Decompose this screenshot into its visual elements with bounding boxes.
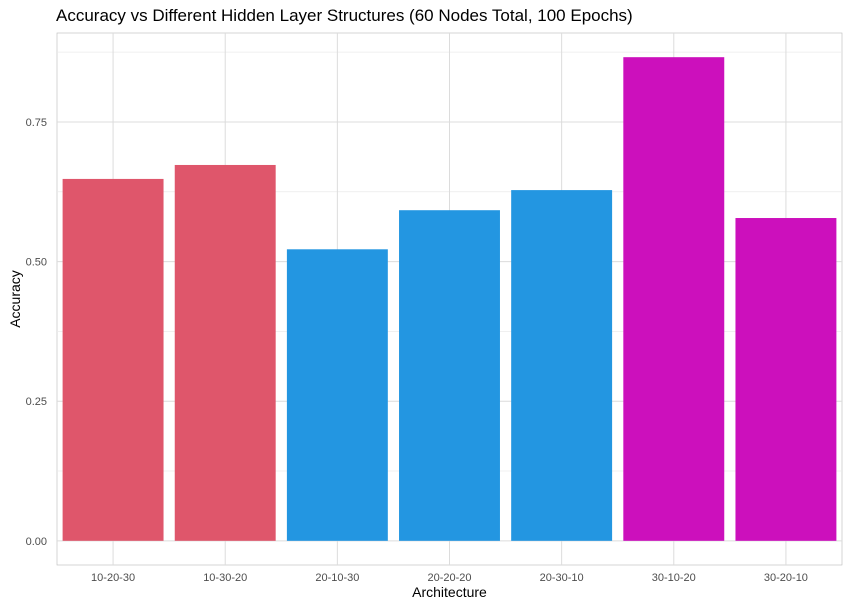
x-tick-label: 10-20-30 — [91, 572, 135, 584]
y-tick-label: 0.25 — [26, 396, 47, 408]
x-tick-label: 20-20-20 — [427, 572, 471, 584]
y-tick-label: 0.50 — [26, 257, 47, 269]
bar-20-30-10 — [511, 190, 613, 541]
bar-10-30-20 — [174, 164, 276, 541]
bar-20-10-30 — [286, 249, 388, 541]
chart-title: Accuracy vs Different Hidden Layer Struc… — [56, 6, 633, 25]
y-tick-labels: 0.00 0.25 0.50 0.75 — [26, 117, 47, 548]
y-tick-label: 0.75 — [26, 117, 47, 129]
bar-20-20-20 — [399, 210, 500, 541]
bar-30-10-20 — [623, 57, 725, 541]
x-tick-labels: 10-20-30 10-30-20 20-10-30 20-20-20 20-30-10… — [91, 572, 808, 584]
bar-30-20-10 — [735, 218, 837, 541]
x-tick-label: 20-30-10 — [540, 572, 584, 584]
y-axis-title: Accuracy — [7, 270, 23, 328]
bars — [62, 57, 837, 541]
bar-10-20-30 — [62, 178, 164, 541]
x-axis-title: Architecture — [412, 584, 487, 600]
x-tick-label: 20-10-30 — [315, 572, 359, 584]
x-tick-label: 10-30-20 — [203, 572, 247, 584]
y-tick-label: 0.00 — [26, 536, 47, 548]
x-tick-label: 30-10-20 — [652, 572, 696, 584]
x-tick-label: 30-20-10 — [764, 572, 808, 584]
